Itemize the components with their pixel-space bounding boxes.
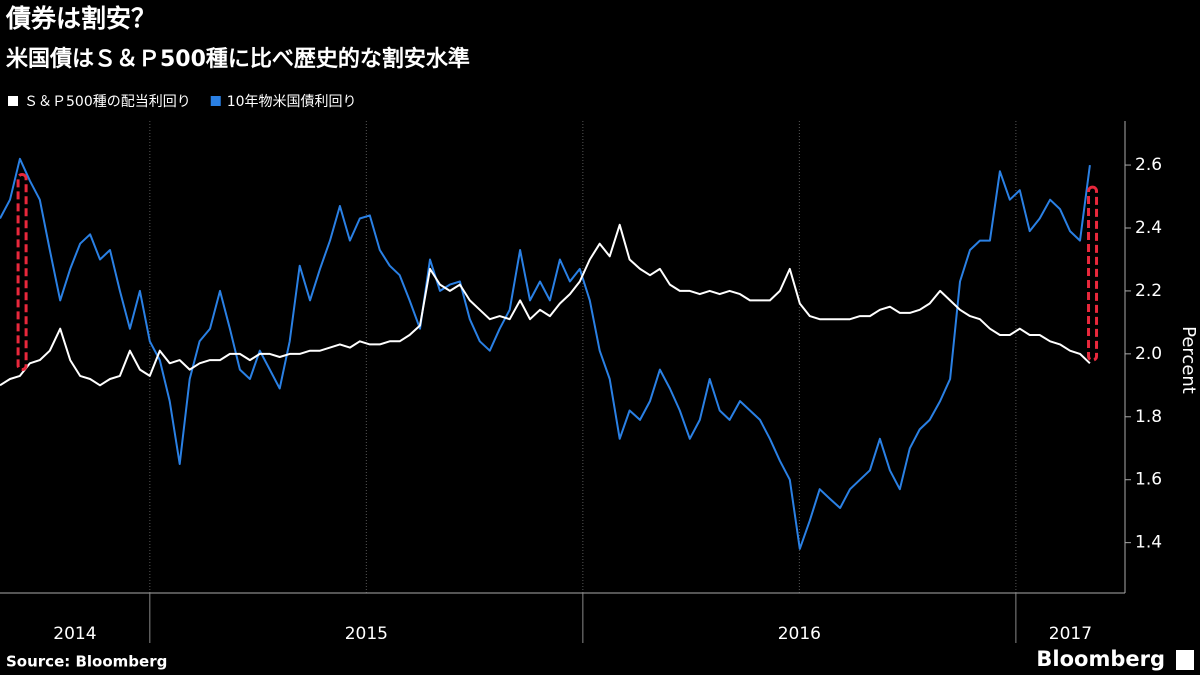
series-line	[0, 157, 1091, 550]
x-tick-label: 2015	[345, 624, 388, 644]
y-axis-label: Percent	[1178, 326, 1199, 394]
legend-label: 10年物米国債利回り	[227, 94, 357, 110]
y-tick-label: 1.6	[1135, 470, 1162, 490]
highlight	[1087, 185, 1099, 362]
chart-title: 債券は割安？	[5, 4, 156, 33]
x-tick-label: 2017	[1049, 624, 1092, 644]
legend-label: Ｓ＆Ｐ500種の配当利回り	[24, 94, 191, 110]
x-tick-label: 2016	[778, 624, 821, 644]
y-tick-label: 1.4	[1135, 533, 1162, 553]
highlight	[16, 172, 28, 372]
y-tick-label: 1.8	[1135, 407, 1162, 427]
y-tick-label: 2.4	[1135, 218, 1162, 238]
brand-icon	[1176, 650, 1194, 670]
y-tick-label: 2.0	[1135, 344, 1162, 364]
y-tick-label: 2.6	[1135, 155, 1162, 175]
legend-swatch	[8, 96, 18, 106]
source: Source: Bloomberg	[6, 653, 167, 671]
legend-swatch	[210, 96, 221, 106]
series-line	[0, 223, 1091, 387]
chart-subtitle: 米国債はＳ＆Ｐ500種に比べ歴史的な割安水準	[6, 46, 470, 72]
x-tick-label: 2014	[53, 624, 96, 644]
y-tick-label: 2.2	[1135, 281, 1162, 301]
brand: Bloomberg	[1036, 647, 1165, 671]
